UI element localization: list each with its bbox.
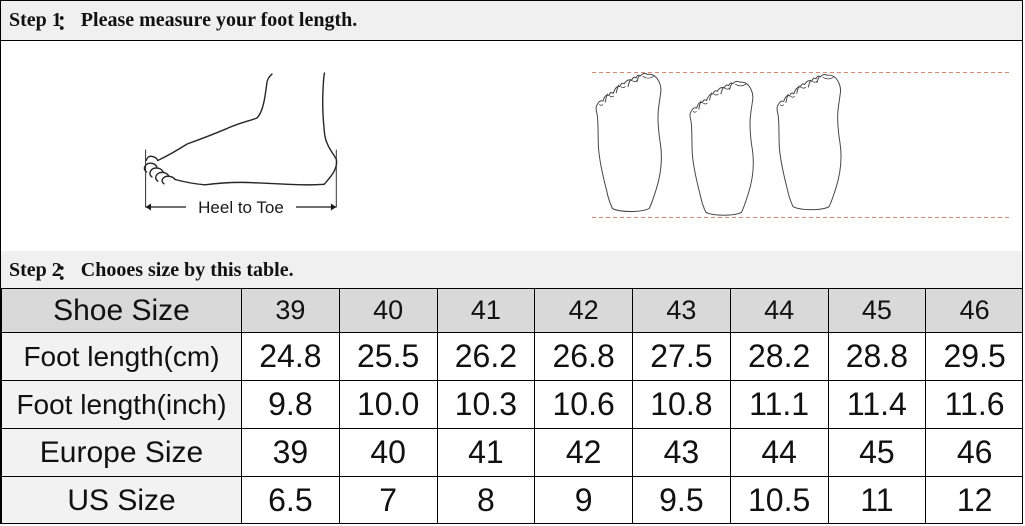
svg-text:Heel to Toe: Heel to Toe [198,198,284,217]
